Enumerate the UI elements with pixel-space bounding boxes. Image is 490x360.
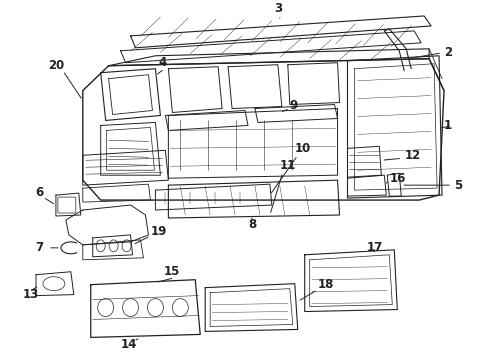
Text: 15: 15 (164, 265, 180, 278)
Text: 20: 20 (48, 59, 64, 72)
Text: 11: 11 (280, 159, 296, 172)
Text: 10: 10 (295, 142, 311, 155)
Text: 3: 3 (274, 3, 282, 15)
Text: 13: 13 (23, 288, 39, 301)
Text: 7: 7 (35, 241, 43, 255)
Text: 14: 14 (121, 338, 137, 351)
Text: 8: 8 (248, 219, 256, 231)
Text: 18: 18 (318, 278, 334, 291)
Text: 16: 16 (389, 172, 406, 185)
Text: 1: 1 (444, 119, 452, 132)
Text: 2: 2 (444, 46, 452, 59)
Text: 17: 17 (366, 241, 383, 255)
Text: 9: 9 (290, 99, 298, 112)
Text: 5: 5 (454, 179, 462, 192)
Text: 6: 6 (35, 186, 43, 199)
Text: 4: 4 (158, 56, 167, 69)
Text: 12: 12 (404, 149, 420, 162)
Text: 19: 19 (150, 225, 167, 238)
